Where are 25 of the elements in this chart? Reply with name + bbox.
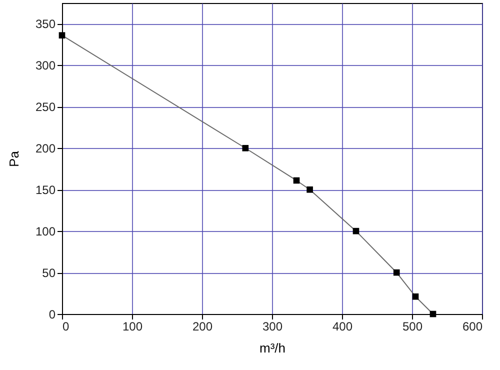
x-tick-label: 400 — [332, 320, 353, 334]
y-tick-label: 200 — [35, 142, 56, 156]
point — [352, 228, 360, 234]
point — [412, 293, 419, 300]
x-axis-title: m³/h — [260, 340, 286, 356]
y-tick-label: 300 — [35, 58, 56, 73]
y-axis-title: Pa — [6, 150, 22, 167]
y-tick-label: 100 — [35, 224, 56, 239]
x-tick-label: 500 — [402, 320, 423, 334]
y-tick-label: 150 — [35, 183, 56, 198]
point — [293, 177, 300, 184]
point — [242, 144, 249, 152]
point — [306, 186, 313, 193]
x-tick-label: 200 — [192, 320, 213, 334]
y-tick-label: 50 — [42, 266, 56, 280]
y-tick-label: 250 — [35, 100, 56, 114]
y-tick-label: 0 — [48, 308, 56, 322]
x-tick-label: 600 — [462, 320, 483, 334]
point — [393, 269, 400, 276]
y-tick-label: 350 — [35, 17, 56, 32]
x-tick-label: 300 — [262, 320, 283, 334]
x-tick-label: 100 — [122, 320, 143, 334]
x-tick-label: 0 — [62, 320, 70, 334]
point — [58, 32, 66, 39]
point — [430, 310, 436, 318]
